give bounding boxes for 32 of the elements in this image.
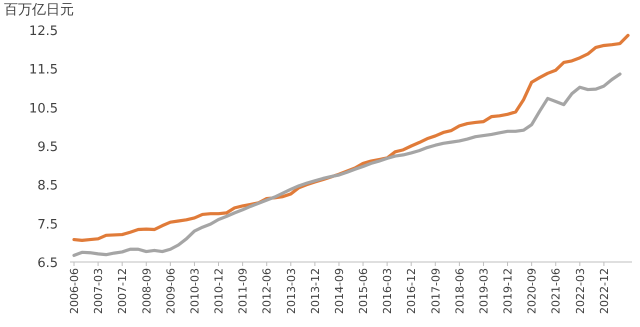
x-tick-label: 2010-03 xyxy=(188,268,202,314)
x-tick-label: 2019-03 xyxy=(477,268,490,314)
x-tick-label: 2018-06 xyxy=(453,268,466,314)
x-tick-label: 2013-12 xyxy=(308,268,322,314)
x-tick-label: 2009-06 xyxy=(164,268,178,314)
x-tick-label: 2021-06 xyxy=(550,268,563,314)
y-tick-label: 8.5 xyxy=(37,178,58,194)
y-tick-label: 11.5 xyxy=(29,62,58,78)
x-tick-label: 2016-03 xyxy=(381,268,394,314)
x-tick-label: 2020-09 xyxy=(526,268,539,314)
x-tick-label: 2007-03 xyxy=(92,268,106,314)
x-tick-label: 2006-06 xyxy=(68,268,82,314)
y-tick-label: 12.5 xyxy=(29,24,58,39)
y-axis-title: 百万亿日元 xyxy=(4,2,74,18)
y-tick-label: 10.5 xyxy=(29,101,58,116)
x-tick-label: 2016-12 xyxy=(405,268,418,314)
line-series xyxy=(72,72,622,258)
x-tick-label: 2022-03 xyxy=(574,268,587,314)
x-tick-label: 2010-12 xyxy=(212,268,226,314)
y-tick-label: 6.5 xyxy=(37,256,58,271)
x-tick-label: 2022-12 xyxy=(598,268,611,314)
y-tick-label: 9.5 xyxy=(37,140,58,155)
x-tick-label: 2008-09 xyxy=(140,268,154,314)
x-tick-label: 2011-09 xyxy=(236,268,250,314)
x-tick-label: 2014-09 xyxy=(332,268,346,314)
x-tick-label: 2007-12 xyxy=(116,268,130,314)
x-tick-label: 2012-06 xyxy=(260,268,274,314)
x-tick-label: 2013-03 xyxy=(284,268,298,314)
y-tick-label: 7.5 xyxy=(37,217,58,232)
x-tick-label: 2019-12 xyxy=(502,268,515,314)
x-tick-label: 2015-06 xyxy=(357,268,370,314)
x-tick-label: 2017-09 xyxy=(429,268,442,314)
